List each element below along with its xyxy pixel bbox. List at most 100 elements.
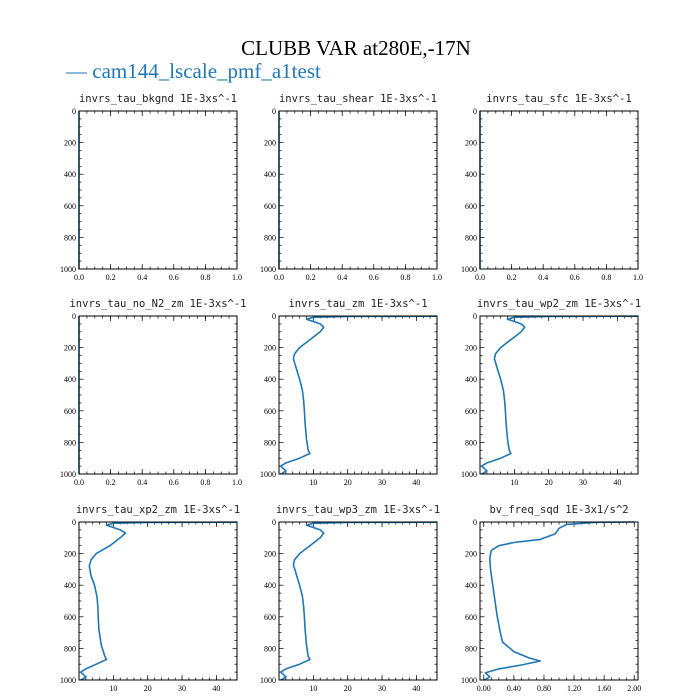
x-tick-label: 30 bbox=[378, 478, 386, 487]
subplot-title: invrs_tau_shear 1E-3xs^-1 bbox=[279, 93, 437, 105]
y-tick-label: 200 bbox=[264, 344, 276, 353]
y-tick-label: 0 bbox=[272, 518, 276, 527]
series-line bbox=[279, 521, 438, 681]
x-tick-label: 0.2 bbox=[106, 478, 116, 487]
series-line bbox=[79, 521, 238, 681]
y-tick-label: 600 bbox=[64, 613, 76, 622]
subplot-title: invrs_tau_zm 1E-3xs^-1 bbox=[288, 298, 427, 310]
x-tick-label: 40 bbox=[212, 684, 220, 693]
x-tick-label: 10 bbox=[309, 478, 317, 487]
x-tick-label: 0.0 bbox=[274, 273, 284, 282]
subplot-7: invrs_tau_xp2_zm 1E-3xs^-110 20 30 40020040… bbox=[60, 504, 240, 693]
plot-frame bbox=[479, 110, 639, 270]
plot-frame bbox=[278, 315, 438, 475]
x-tick-label: 20 bbox=[144, 684, 152, 693]
y-tick-label: 400 bbox=[465, 581, 477, 590]
x-tick-label: 0.8 bbox=[200, 273, 210, 282]
x-tick-label: 1.0 bbox=[432, 273, 442, 282]
x-tick-label: 0.4 bbox=[538, 273, 548, 282]
legend-entry: — cam144_lscale_pmf_a1test bbox=[65, 59, 321, 83]
plot-frame bbox=[78, 315, 238, 475]
y-tick-label: 600 bbox=[64, 407, 76, 416]
x-tick-label: 1.0 bbox=[232, 273, 242, 282]
x-tick-label: 40 bbox=[613, 478, 621, 487]
subplot-8: invrs_tau_wp3_zm 1E-3xs^-110 20 30 40020040… bbox=[260, 504, 440, 693]
y-tick-label: 0 bbox=[272, 107, 276, 116]
x-tick-label: 20 bbox=[344, 478, 352, 487]
y-tick-label: 1000 bbox=[461, 265, 477, 274]
y-tick-label: 400 bbox=[264, 375, 276, 384]
y-tick-label: 200 bbox=[64, 344, 76, 353]
x-tick-label: 10 bbox=[109, 684, 117, 693]
y-tick-label: 200 bbox=[264, 139, 276, 148]
x-tick-label: 30 bbox=[378, 684, 386, 693]
x-tick-label: 0.4 bbox=[137, 478, 147, 487]
y-tick-label: 400 bbox=[64, 375, 76, 384]
x-tick-label: 0.8 bbox=[400, 273, 410, 282]
x-tick-label: 10 bbox=[309, 684, 317, 693]
x-tick-label: 0.6 bbox=[169, 478, 179, 487]
y-tick-label: 800 bbox=[264, 438, 276, 447]
x-tick-label: 0.0 bbox=[74, 273, 84, 282]
y-tick-label: 800 bbox=[465, 438, 477, 447]
y-tick-label: 600 bbox=[465, 407, 477, 416]
y-tick-label: 1000 bbox=[60, 470, 76, 479]
x-tick-label: 0.6 bbox=[369, 273, 379, 282]
x-tick-label: 0.6 bbox=[169, 273, 179, 282]
subplot-title: invrs_tau_wp2_zm 1E-3xs^-1 bbox=[477, 298, 641, 310]
plot-frame bbox=[479, 315, 639, 475]
x-tick-label: 1.20 bbox=[567, 684, 581, 693]
x-tick-label: 0.4 bbox=[137, 273, 147, 282]
y-tick-label: 800 bbox=[64, 438, 76, 447]
subplot-2: invrs_tau_shear 1E-3xs^-1 0.0 0.2 0.4 0.6 0.8… bbox=[260, 93, 442, 282]
y-tick-label: 600 bbox=[264, 613, 276, 622]
series-line bbox=[484, 521, 635, 681]
subplot-6: invrs_tau_wp2_zm 1E-3xs^-110 20 30 40020040… bbox=[461, 298, 641, 487]
subplot-grid: invrs_tau_bkgnd 1E-3xs^-1 0.0 0.2 0.4 0.6 0.8… bbox=[60, 93, 643, 693]
x-tick-label: 0.0 bbox=[74, 478, 84, 487]
y-tick-label: 0 bbox=[473, 107, 477, 116]
plot-frame bbox=[78, 110, 238, 270]
x-tick-label: 30 bbox=[178, 684, 186, 693]
y-tick-label: 200 bbox=[465, 550, 477, 559]
x-tick-label: 0.4 bbox=[337, 273, 347, 282]
subplot-title: invrs_tau_sfc 1E-3xs^-1 bbox=[486, 93, 631, 105]
y-tick-label: 400 bbox=[465, 170, 477, 179]
subplot-title: invrs_tau_bkgnd 1E-3xs^-1 bbox=[79, 93, 237, 105]
y-tick-label: 800 bbox=[264, 644, 276, 653]
y-tick-label: 0 bbox=[272, 312, 276, 321]
x-tick-label: 1.0 bbox=[232, 478, 242, 487]
x-tick-label: 1.0 bbox=[633, 273, 643, 282]
plot-frame bbox=[278, 110, 438, 270]
y-tick-label: 1000 bbox=[60, 676, 76, 685]
y-tick-label: 800 bbox=[465, 233, 477, 242]
y-tick-label: 600 bbox=[465, 613, 477, 622]
x-tick-label: 0.8 bbox=[200, 478, 210, 487]
x-tick-label: 0.40 bbox=[507, 684, 521, 693]
x-tick-label: 0.00 bbox=[477, 684, 491, 693]
subplot-1: invrs_tau_bkgnd 1E-3xs^-1 0.0 0.2 0.4 0.6 0.8… bbox=[60, 93, 242, 282]
x-tick-label: 0.0 bbox=[475, 273, 485, 282]
subplot-title: invrs_tau_no_N2_zm 1E-3xs^-1 bbox=[69, 298, 246, 310]
y-tick-label: 200 bbox=[465, 139, 477, 148]
y-tick-label: 0 bbox=[72, 312, 76, 321]
y-tick-label: 200 bbox=[264, 550, 276, 559]
series-line bbox=[279, 315, 438, 475]
subplot-3: invrs_tau_sfc 1E-3xs^-1 0.0 0.2 0.4 0.6 0.8 1.… bbox=[461, 93, 643, 282]
x-tick-label: 0.2 bbox=[106, 273, 116, 282]
subplot-9: bv_freq_sqd 1E-3x1/s^2 0.00 0.40 0.80 1.20 1.… bbox=[461, 504, 641, 693]
y-tick-label: 200 bbox=[64, 550, 76, 559]
y-tick-label: 1000 bbox=[461, 470, 477, 479]
subplot-title: invrs_tau_xp2_zm 1E-3xs^-1 bbox=[76, 504, 240, 516]
y-tick-label: 200 bbox=[64, 139, 76, 148]
y-tick-label: 600 bbox=[264, 202, 276, 211]
x-tick-label: 1.60 bbox=[597, 684, 611, 693]
y-tick-label: 800 bbox=[264, 233, 276, 242]
y-tick-label: 1000 bbox=[260, 265, 276, 274]
y-tick-label: 400 bbox=[264, 170, 276, 179]
y-tick-label: 400 bbox=[465, 375, 477, 384]
x-tick-label: 30 bbox=[579, 478, 587, 487]
x-tick-label: 20 bbox=[545, 478, 553, 487]
y-tick-label: 1000 bbox=[60, 265, 76, 274]
